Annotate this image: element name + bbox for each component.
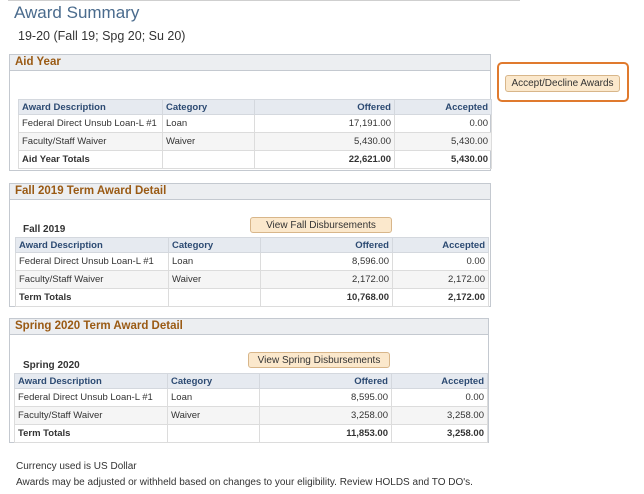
totals-label: Aid Year Totals <box>18 150 163 169</box>
eligibility-disclaimer: Awards may be adjusted or withheld based… <box>16 477 473 488</box>
title-divider <box>8 0 520 1</box>
totals-accepted: 5,430.00 <box>394 150 492 169</box>
award-description: Federal Direct Unsub Loan-L #1 <box>14 388 168 407</box>
totals-offered: 10,768.00 <box>260 288 393 307</box>
offered: 8,596.00 <box>260 252 393 271</box>
accepted: 0.00 <box>394 114 492 133</box>
table-row: Faculty/Staff Waiver Waiver 2,172.00 2,1… <box>15 270 489 289</box>
accepted: 0.00 <box>391 388 488 407</box>
totals-label: Term Totals <box>15 288 169 307</box>
col-award-description: Award Description <box>18 99 163 115</box>
award-description: Faculty/Staff Waiver <box>14 406 168 425</box>
totals-offered: 22,621.00 <box>254 150 395 169</box>
fall-award-table: Award Description Category Offered Accep… <box>15 237 489 307</box>
totals-row: Term Totals 10,768.00 2,172.00 <box>15 288 489 307</box>
aid-year-table: Award Description Category Offered Accep… <box>18 99 492 169</box>
col-offered: Offered <box>260 237 393 253</box>
table-row: Faculty/Staff Waiver Waiver 3,258.00 3,2… <box>14 406 488 425</box>
aid-year-subtitle: 19-20 (Fall 19; Spg 20; Su 20) <box>18 29 186 43</box>
spring-award-table: Award Description Category Offered Accep… <box>14 373 488 443</box>
offered: 3,258.00 <box>259 406 392 425</box>
col-offered: Offered <box>254 99 395 115</box>
table-header-row: Award Description Category Offered Accep… <box>18 99 492 115</box>
category: Waiver <box>167 406 260 425</box>
offered: 8,595.00 <box>259 388 392 407</box>
table-row: Federal Direct Unsub Loan-L #1 Loan 8,59… <box>14 388 488 407</box>
award-description: Faculty/Staff Waiver <box>15 270 169 289</box>
category: Loan <box>167 388 260 407</box>
totals-row: Term Totals 11,853.00 3,258.00 <box>14 424 488 443</box>
fall-section-heading: Fall 2019 Term Award Detail <box>9 183 491 200</box>
totals-label: Term Totals <box>14 424 168 443</box>
offered: 2,172.00 <box>260 270 393 289</box>
category: Loan <box>162 114 255 133</box>
accepted: 3,258.00 <box>391 406 488 425</box>
col-accepted: Accepted <box>394 99 492 115</box>
totals-accepted: 3,258.00 <box>391 424 488 443</box>
table-row: Federal Direct Unsub Loan-L #1 Loan 17,1… <box>18 114 492 133</box>
award-description: Federal Direct Unsub Loan-L #1 <box>15 252 169 271</box>
currency-note: Currency used is US Dollar <box>16 461 137 472</box>
view-fall-disbursements-button[interactable]: View Fall Disbursements <box>250 217 392 233</box>
offered: 5,430.00 <box>254 132 395 151</box>
spring-term-label: Spring 2020 <box>23 360 80 371</box>
col-category: Category <box>167 373 260 389</box>
table-header-row: Award Description Category Offered Accep… <box>15 237 489 253</box>
fall-section <box>9 200 491 307</box>
table-header-row: Award Description Category Offered Accep… <box>14 373 488 389</box>
col-category: Category <box>162 99 255 115</box>
totals-offered: 11,853.00 <box>259 424 392 443</box>
category: Waiver <box>162 132 255 151</box>
totals-category-empty <box>162 150 255 169</box>
category: Loan <box>168 252 261 271</box>
totals-row: Aid Year Totals 22,621.00 5,430.00 <box>18 150 492 169</box>
aid-year-section-heading: Aid Year <box>9 54 491 71</box>
col-offered: Offered <box>259 373 392 389</box>
accepted: 2,172.00 <box>392 270 489 289</box>
col-award-description: Award Description <box>15 237 169 253</box>
totals-category-empty <box>167 424 260 443</box>
page-title: Award Summary <box>14 3 140 22</box>
accepted: 5,430.00 <box>394 132 492 151</box>
accepted: 0.00 <box>392 252 489 271</box>
offered: 17,191.00 <box>254 114 395 133</box>
col-accepted: Accepted <box>392 237 489 253</box>
award-description: Federal Direct Unsub Loan-L #1 <box>18 114 163 133</box>
col-category: Category <box>168 237 261 253</box>
col-award-description: Award Description <box>14 373 168 389</box>
spring-section-heading: Spring 2020 Term Award Detail <box>9 318 489 335</box>
table-row: Federal Direct Unsub Loan-L #1 Loan 8,59… <box>15 252 489 271</box>
category: Waiver <box>168 270 261 289</box>
fall-term-label: Fall 2019 <box>23 224 66 235</box>
spring-section <box>9 335 489 443</box>
award-description: Faculty/Staff Waiver <box>18 132 163 151</box>
table-row: Faculty/Staff Waiver Waiver 5,430.00 5,4… <box>18 132 492 151</box>
accept-decline-highlight <box>497 62 629 102</box>
totals-accepted: 2,172.00 <box>392 288 489 307</box>
totals-category-empty <box>168 288 261 307</box>
accept-decline-awards-button[interactable]: Accept/Decline Awards <box>505 75 620 92</box>
col-accepted: Accepted <box>391 373 488 389</box>
view-spring-disbursements-button[interactable]: View Spring Disbursements <box>248 352 390 368</box>
